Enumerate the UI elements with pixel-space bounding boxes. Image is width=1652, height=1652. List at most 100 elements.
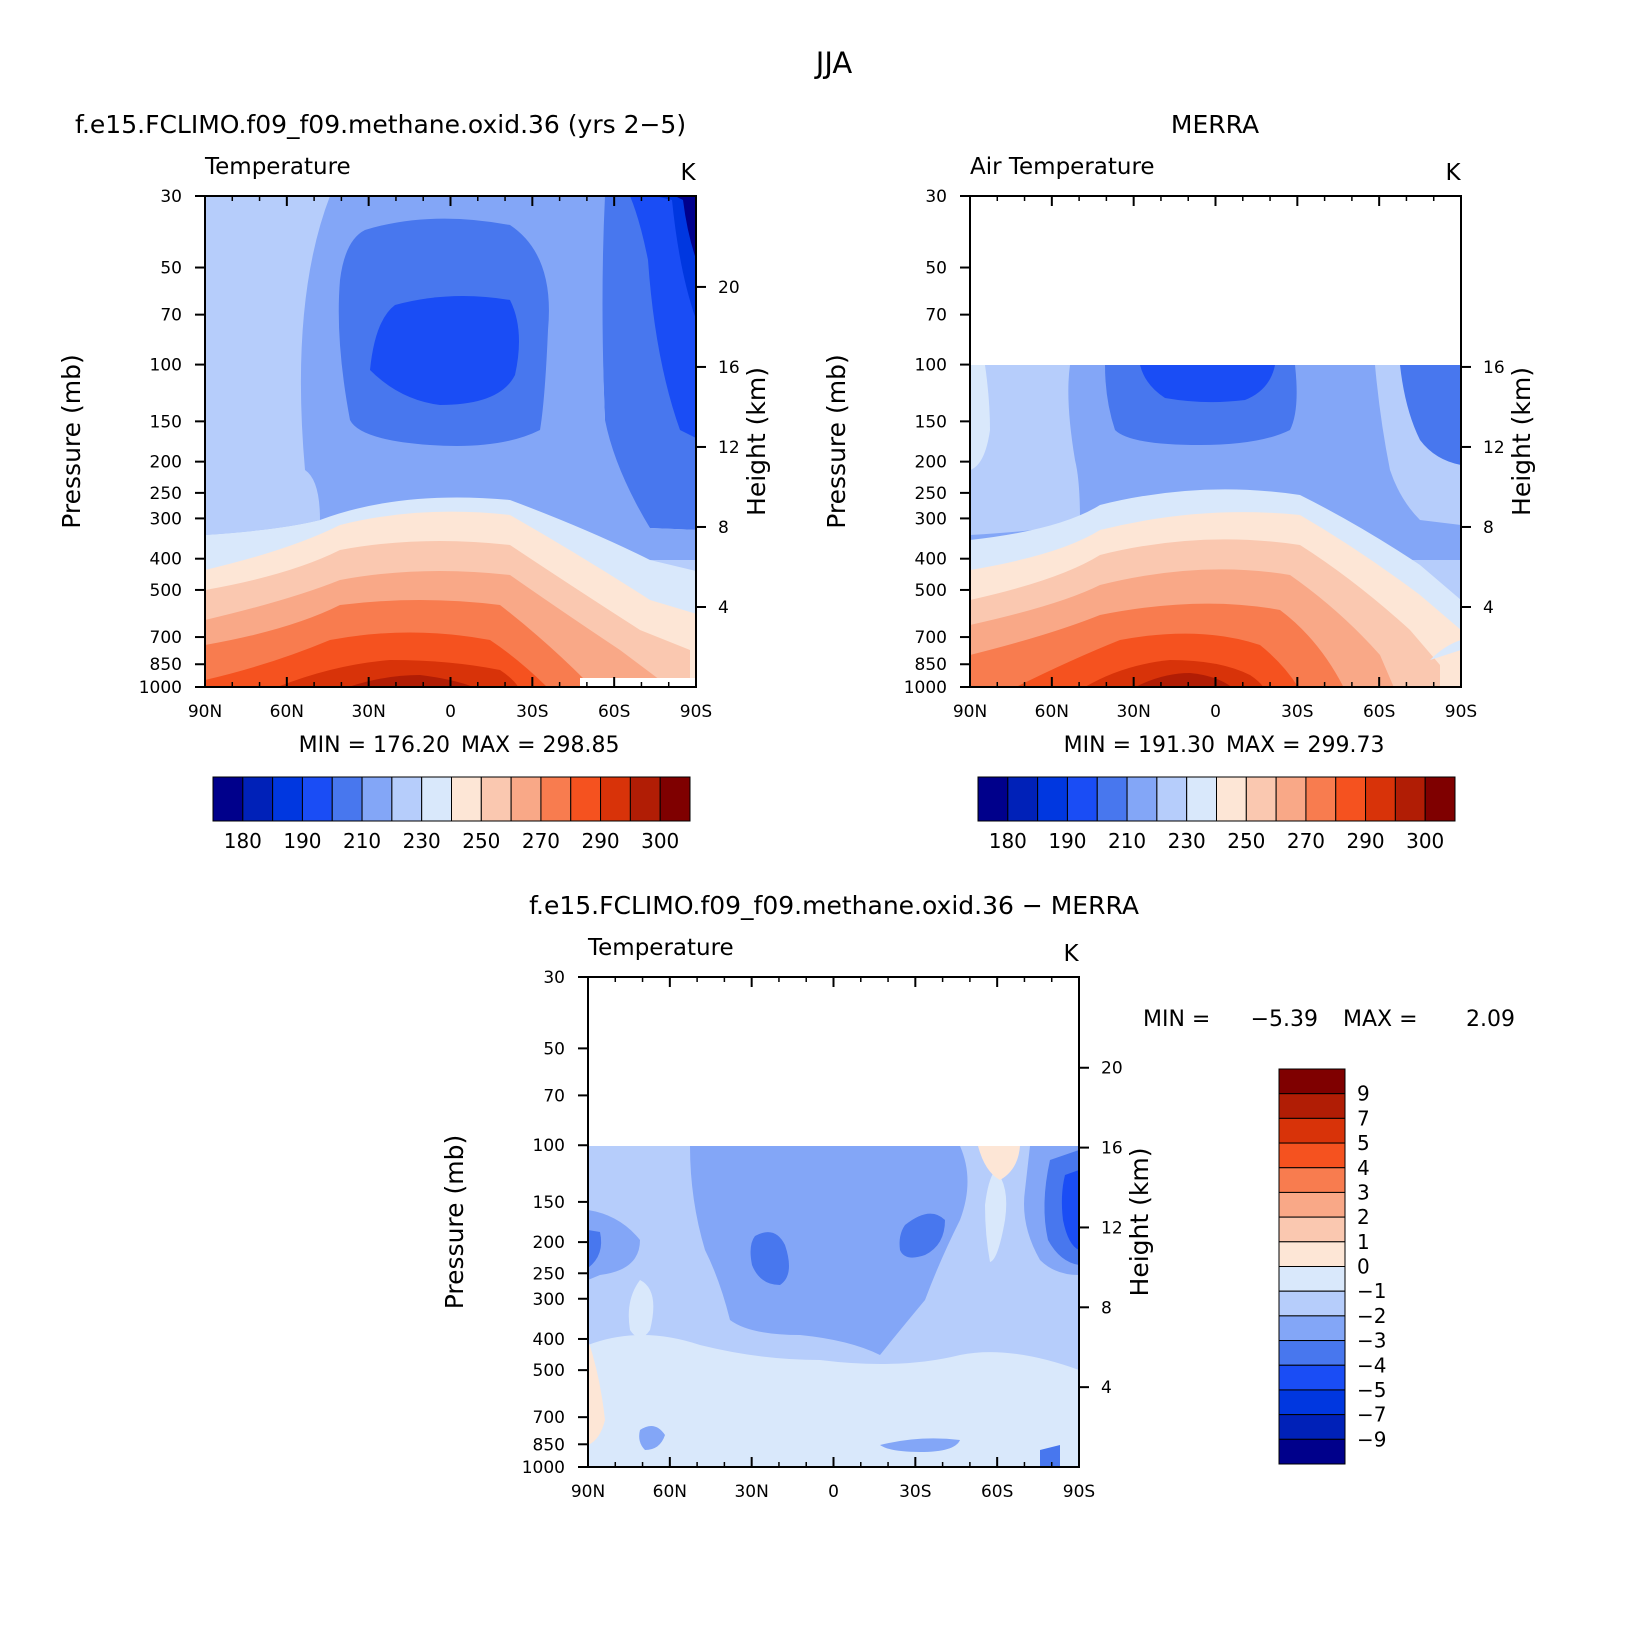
contour-fill	[1061, 1170, 1079, 1250]
contour-fill	[690, 1146, 968, 1355]
contour-fill	[277, 660, 519, 687]
colorbar-label: 0	[1357, 1255, 1370, 1279]
p-tick-label: 150	[533, 1193, 565, 1213]
panel-merra-units: K	[1445, 160, 1461, 186]
contour-fill	[588, 1335, 1079, 1467]
p-tick-label: 100	[915, 356, 947, 376]
p-tick-label: 700	[915, 628, 947, 648]
p-tick-label: 200	[915, 453, 947, 473]
contour-fill	[970, 365, 990, 470]
height-tick-label: 8	[718, 518, 729, 538]
colorbar-label: 210	[343, 829, 381, 853]
colorbar-swatch	[1278, 1191, 1346, 1218]
x-tick-label: 60N	[1035, 702, 1069, 722]
x-tick-label: 30S	[516, 702, 548, 722]
colorbar-swatch	[1156, 776, 1188, 822]
colorbar-swatch	[1278, 1266, 1346, 1292]
x-tick-label: 60N	[653, 1482, 687, 1502]
p-tick-label: 150	[150, 412, 182, 432]
panel-diff-min-value: −5.39	[1251, 1007, 1318, 1032]
colorbar-swatch	[1278, 1340, 1346, 1366]
p-tick-label: 850	[150, 655, 182, 675]
contour-fill	[750, 1232, 789, 1285]
panel-model-contours	[205, 196, 696, 687]
contour-fill	[978, 1146, 1020, 1180]
p-tick-label: 50	[160, 259, 182, 279]
colorbar-swatch	[1278, 1389, 1346, 1416]
contour-fill	[655, 196, 696, 320]
colorbar-label: 190	[1048, 829, 1086, 853]
colorbar-swatch	[1278, 1364, 1346, 1391]
x-tick-label: 90S	[1063, 1482, 1095, 1502]
p-tick-label: 70	[160, 306, 182, 326]
contour-fill	[1135, 673, 1232, 687]
panel-model: f.e15.FCLIMO.f09_f09.methane.oxid.36 (yr…	[57, 110, 771, 853]
height-tick-label: 20	[1101, 1059, 1123, 1079]
colorbar-label: 290	[1346, 829, 1384, 853]
p-tick-label: 250	[533, 1264, 565, 1284]
colorbar-swatch	[1037, 776, 1068, 822]
x-tick-label: 90S	[1445, 702, 1477, 722]
colorbar-label: 300	[1406, 829, 1444, 853]
x-tick-label: 90N	[953, 702, 987, 722]
panel-merra-title: MERRA	[1171, 110, 1259, 139]
colorbar-swatch	[540, 776, 572, 822]
panel-model-max: MAX = 298.85	[461, 733, 620, 758]
colorbar-label: 180	[224, 829, 262, 853]
x-tick-label: 60S	[981, 1482, 1013, 1502]
colorbar-label: 270	[1287, 829, 1325, 853]
colorbar-label: 270	[522, 829, 560, 853]
colorbar-swatch	[1278, 1241, 1346, 1267]
panel-diff-min-label: MIN =	[1143, 1007, 1210, 1032]
colorbar-swatch	[1096, 776, 1128, 822]
colorbar-swatch	[600, 776, 631, 822]
panel-diff-title: f.e15.FCLIMO.f09_f09.methane.oxid.36 − M…	[529, 891, 1139, 920]
colorbar-label: 7	[1357, 1106, 1370, 1130]
colorbar-label: 300	[641, 829, 679, 853]
panel-diff-axes: 90N 60N 30N 0 30S 60S 90S 30 50 70 100 150 200 250 300…	[440, 968, 1154, 1502]
height-tick-label: 8	[1101, 1298, 1112, 1318]
x-tick-label: 90S	[680, 702, 712, 722]
panel-diff-max-value: 2.09	[1466, 1007, 1515, 1032]
x-tick-label: 60N	[270, 702, 304, 722]
p-tick-label: 850	[533, 1435, 565, 1455]
colorbar-label: 180	[989, 829, 1027, 853]
y2-axis-label: Height (km)	[1125, 1148, 1154, 1297]
x-tick-label: 60S	[598, 702, 630, 722]
x-tick-label: 90N	[188, 702, 222, 722]
colorbar-swatch	[1126, 776, 1158, 822]
colorbar-swatch	[1278, 1216, 1346, 1243]
p-tick-label: 50	[543, 1039, 565, 1059]
p-tick-label: 300	[533, 1290, 565, 1310]
p-tick-label: 500	[915, 581, 947, 601]
height-tick-label: 12	[718, 438, 740, 458]
height-tick-label: 8	[1483, 518, 1494, 538]
figure-title: JJA	[814, 46, 853, 80]
height-tick-label: 16	[1483, 358, 1505, 378]
colorbar-swatch	[629, 776, 661, 822]
contour-fill	[675, 196, 696, 260]
panel-model-left-label: Temperature	[204, 154, 351, 180]
colorbar-swatch	[1335, 776, 1367, 822]
panel-merra-left-label: Air Temperature	[970, 154, 1155, 180]
p-tick-label: 500	[150, 581, 182, 601]
colorbar-swatch	[1186, 776, 1217, 822]
colorbar-label: 4	[1357, 1156, 1370, 1180]
colorbar-swatch	[391, 776, 423, 822]
contour-fill	[1040, 1445, 1060, 1467]
p-tick-label: 1000	[139, 678, 182, 698]
contour-fill	[1430, 640, 1461, 660]
colorbar-swatch	[361, 776, 393, 822]
contour-fill	[628, 1280, 654, 1338]
colorbar-swatch	[1278, 1117, 1346, 1144]
height-tick-label: 12	[1483, 438, 1505, 458]
panel-merra-axes: 90N 60N 30N 0 30S 60S 90S 30 50 70 100 150 200 250 300…	[822, 187, 1536, 722]
x-tick-label: 30N	[351, 702, 385, 722]
missing-data	[580, 678, 696, 687]
height-tick-label: 20	[718, 278, 740, 298]
colorbar-label: −9	[1357, 1427, 1386, 1451]
p-tick-label: 850	[915, 655, 947, 675]
y-axis-label: Pressure (mb)	[440, 1135, 469, 1309]
colorbar-swatch	[1278, 1315, 1346, 1342]
